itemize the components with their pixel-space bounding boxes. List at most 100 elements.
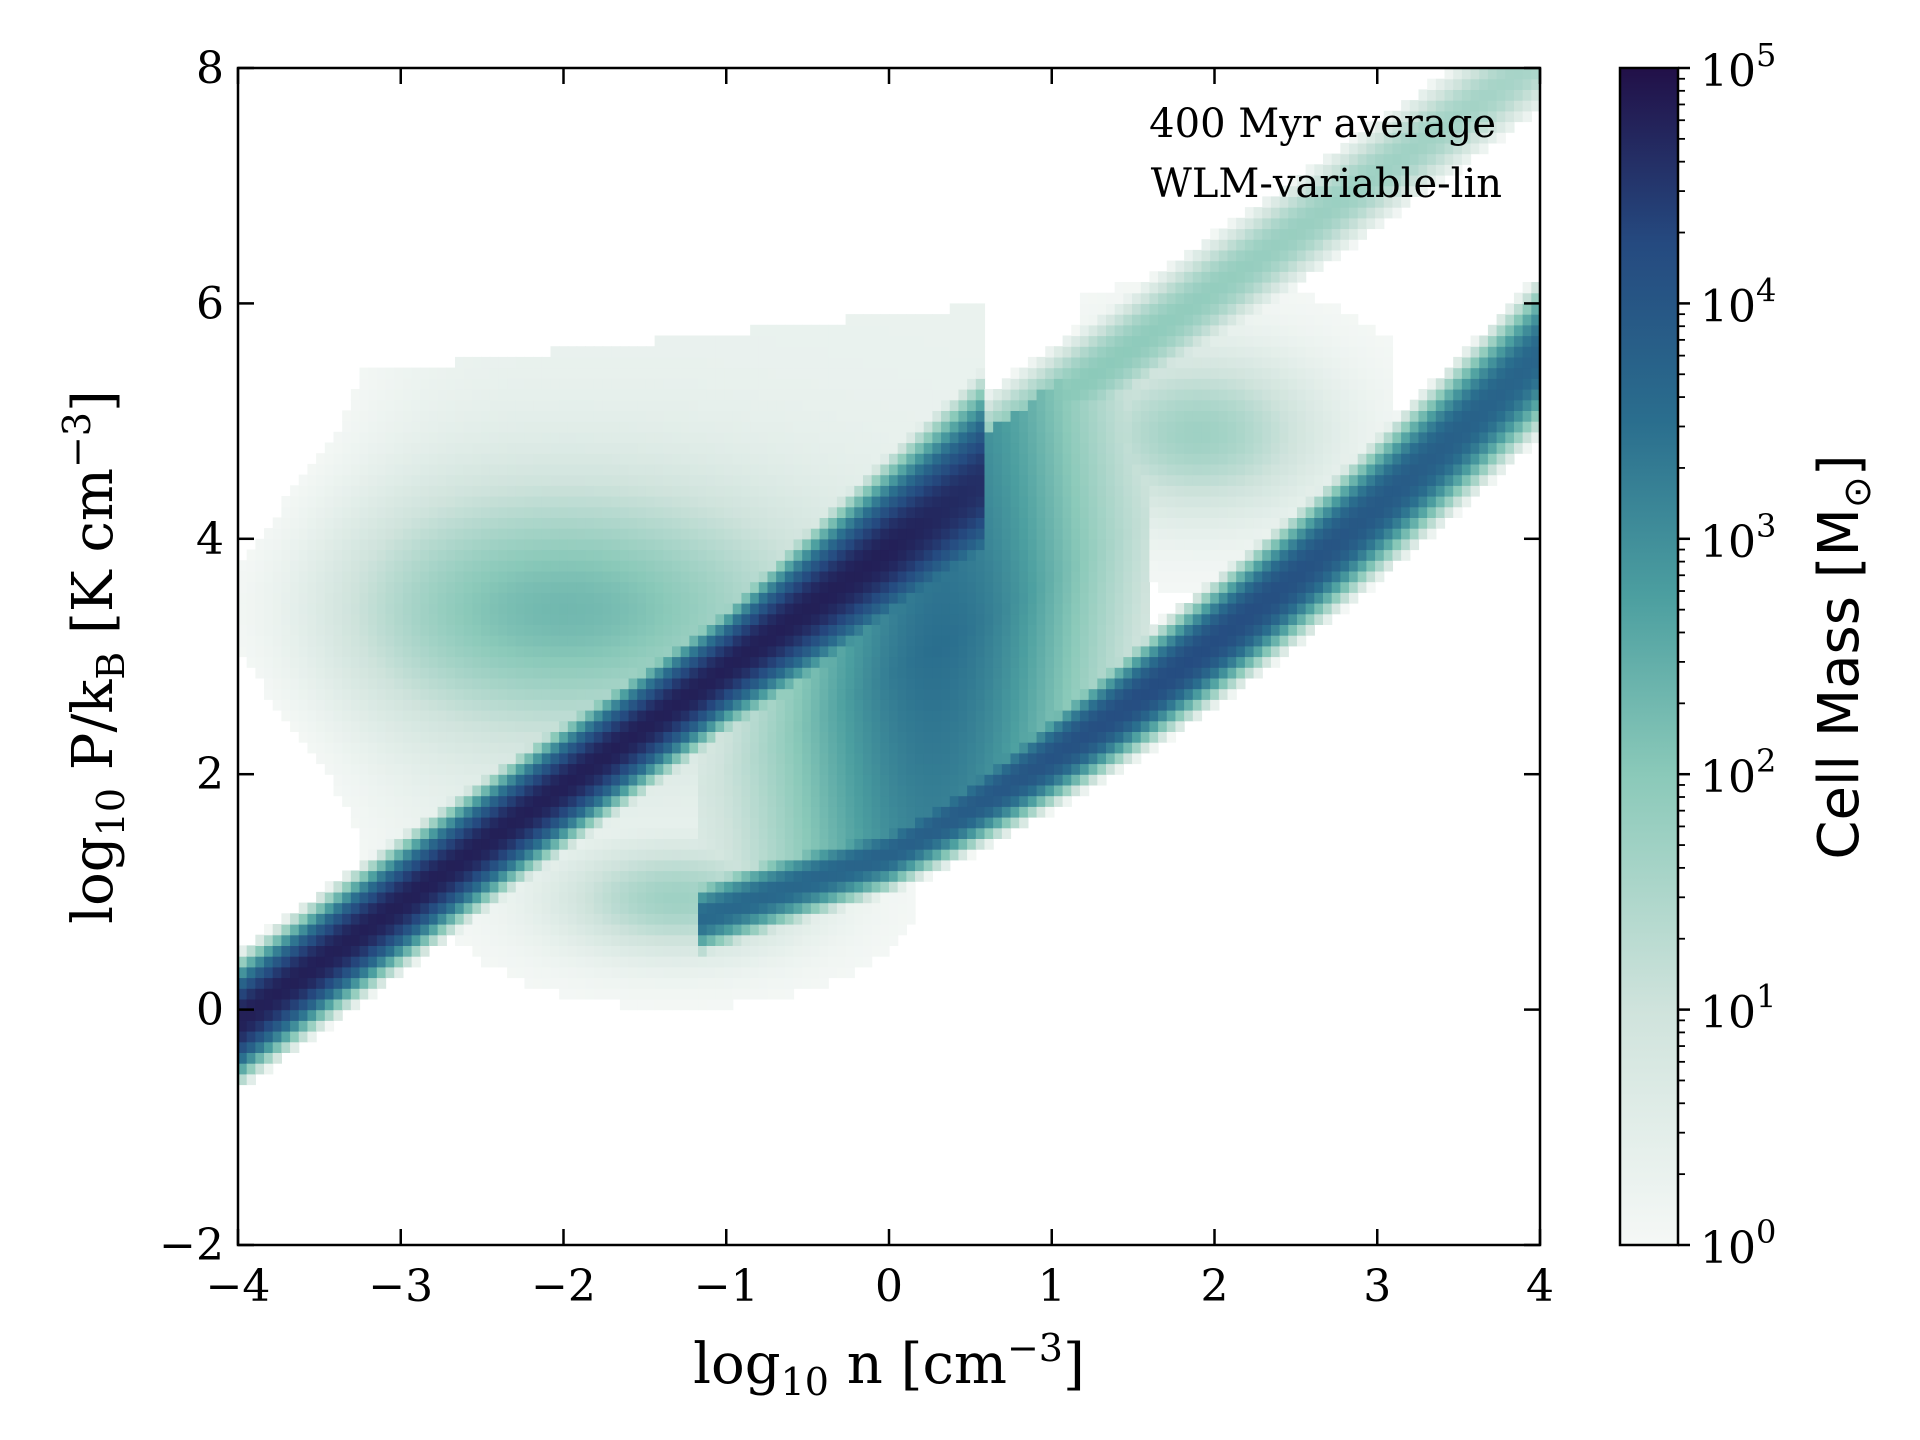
heatmap-cell xyxy=(698,859,708,872)
heatmap-cell xyxy=(767,731,777,743)
heatmap-cell xyxy=(359,613,369,625)
heatmap-cell xyxy=(394,528,404,540)
heatmap-cell xyxy=(350,560,361,572)
heatmap-cell xyxy=(533,924,543,936)
heatmap-cell xyxy=(333,431,343,444)
heatmap-cell xyxy=(481,570,491,583)
heatmap-cell xyxy=(420,913,430,925)
heatmap-cell xyxy=(524,924,534,936)
heatmap-cell xyxy=(845,517,855,529)
heatmap-cell xyxy=(428,838,439,850)
heatmap-cell xyxy=(698,667,708,679)
heatmap-cell xyxy=(524,870,534,882)
heatmap-cell xyxy=(567,474,578,486)
heatmap-cell xyxy=(524,645,534,658)
heatmap-cell xyxy=(368,624,378,636)
heatmap-cell xyxy=(810,924,821,936)
heatmap-cell xyxy=(889,378,899,390)
heatmap-cell xyxy=(385,485,395,497)
heatmap-cell xyxy=(307,956,317,968)
heatmap-cell xyxy=(368,795,378,807)
heatmap-cell xyxy=(897,356,907,369)
heatmap-cell xyxy=(1027,784,1038,797)
heatmap-cell xyxy=(862,688,873,700)
heatmap-cell xyxy=(810,934,821,946)
heatmap-cell xyxy=(628,945,638,957)
heatmap-cell xyxy=(446,506,456,518)
heatmap-cell xyxy=(828,431,838,444)
heatmap-cell xyxy=(715,742,725,754)
heatmap-cell xyxy=(507,421,517,433)
heatmap-cell xyxy=(1001,624,1012,636)
heatmap-cell xyxy=(784,485,795,497)
heatmap-cell xyxy=(541,784,552,797)
heatmap-cell xyxy=(437,624,447,636)
heatmap-cell xyxy=(819,399,829,411)
heatmap-cell xyxy=(507,517,517,529)
heatmap-cell xyxy=(932,795,942,807)
heatmap-cell xyxy=(298,731,309,743)
heatmap-cell xyxy=(316,635,326,647)
heatmap-cell xyxy=(1001,635,1012,647)
heatmap-cell xyxy=(741,378,751,390)
heatmap-cell xyxy=(593,485,604,497)
heatmap-cell xyxy=(428,528,439,540)
heatmap-cell xyxy=(732,442,743,454)
heatmap-cell xyxy=(689,399,699,411)
heatmap-cell xyxy=(585,784,595,797)
heatmap-cell xyxy=(402,710,413,722)
heatmap-cell xyxy=(880,763,890,775)
heatmap-cell xyxy=(819,656,829,668)
heatmap-cell xyxy=(567,346,578,358)
heatmap-cell xyxy=(272,592,282,604)
heatmap-cell xyxy=(420,431,430,444)
heatmap-cell xyxy=(593,367,604,379)
heatmap-cell xyxy=(324,485,335,497)
heatmap-cell xyxy=(350,945,361,957)
heatmap-cell xyxy=(472,560,482,572)
heatmap-cell xyxy=(645,549,656,561)
heatmap-cell xyxy=(810,699,821,711)
heatmap-cell xyxy=(368,431,378,444)
heatmap-cell xyxy=(836,570,847,583)
heatmap-cell xyxy=(376,891,387,904)
heatmap-cell xyxy=(489,421,499,433)
heatmap-cell xyxy=(645,988,656,1000)
heatmap-cell xyxy=(645,784,656,797)
heatmap-cell xyxy=(932,624,942,636)
heatmap-cell xyxy=(1001,517,1012,529)
heatmap-cell xyxy=(359,977,369,989)
heatmap-cell xyxy=(541,442,552,454)
heatmap-cell xyxy=(498,603,508,615)
heatmap-cell xyxy=(567,656,578,668)
heatmap-cell xyxy=(602,859,612,872)
heatmap-cell xyxy=(290,624,300,636)
heatmap-cell xyxy=(932,335,942,347)
heatmap-cell xyxy=(290,988,300,1000)
heatmap-cell xyxy=(698,742,708,754)
heatmap-cell xyxy=(376,827,387,839)
heatmap-cell xyxy=(411,656,421,668)
heatmap-cell xyxy=(1001,720,1012,732)
heatmap-cell xyxy=(463,838,473,850)
heatmap-cell xyxy=(706,849,716,861)
heatmap-cell xyxy=(680,570,690,583)
heatmap-cell xyxy=(654,463,664,476)
heatmap-cell xyxy=(906,581,916,593)
heatmap-cell xyxy=(975,356,986,369)
heatmap-cell xyxy=(793,677,803,690)
heatmap-cell xyxy=(238,570,248,583)
heatmap-cell xyxy=(672,731,682,743)
heatmap-cell xyxy=(689,924,699,936)
heatmap-cell xyxy=(515,421,526,433)
heatmap-cell xyxy=(402,645,413,658)
heatmap-cell xyxy=(394,538,404,551)
heatmap-cell xyxy=(1001,581,1012,593)
heatmap-cell xyxy=(689,710,699,722)
heatmap-cell xyxy=(507,763,517,775)
heatmap-cell xyxy=(932,603,942,615)
heatmap-cell xyxy=(481,763,491,775)
heatmap-cell xyxy=(524,496,534,508)
heatmap-cell xyxy=(255,549,265,561)
heatmap-cell xyxy=(585,399,595,411)
